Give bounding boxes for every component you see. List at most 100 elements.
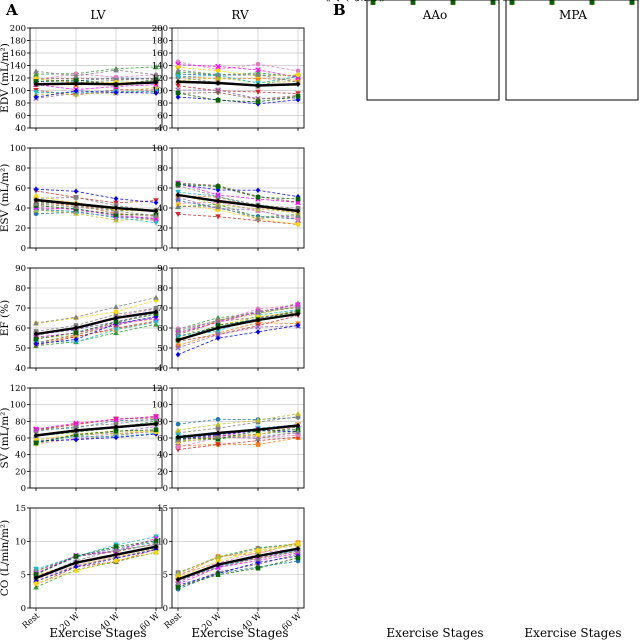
y-tick-label: 40 [157,451,168,461]
subject-line [35,69,157,77]
subject-line [35,90,157,98]
y-tick-label: 50 [352,0,363,3]
subject-point [33,68,39,74]
subject-point [175,351,181,358]
subject-point [113,212,119,217]
mean-point [215,430,221,436]
subject-point [175,427,181,433]
subject-point [113,319,119,325]
y-tick-label: 160 [347,0,363,3]
subject-point [175,64,181,70]
subject-series [175,555,301,590]
y-tick-label: 10 [491,0,502,3]
subject-series [509,0,635,5]
x-tick-label: 60 W [138,611,162,633]
y-tick-label: 120 [152,384,168,394]
y-tick-label: 60 [352,0,363,3]
mean-point [175,192,181,198]
y-axis-label: CO (L/min/m²) [0,520,11,596]
y-tick-label: 100 [152,144,168,154]
mean-series [33,79,159,88]
subject-line [177,560,299,590]
mean-point [295,208,301,214]
subject-line [177,436,299,450]
subject-point [153,90,159,96]
subject-point [255,71,261,77]
y-tick-label: 80 [15,417,26,427]
subject-line [177,205,299,219]
chart-lv-esv: 0 20 40 60 80 100 ESV (mL/m²) [0,144,163,254]
subject-point [215,63,221,70]
subject-point [175,329,181,335]
y-tick-label: 50 [491,0,502,3]
subject-series [175,90,301,105]
subject-point [113,67,119,73]
mean-point [175,78,181,85]
subject-line [177,203,299,218]
subject-point [73,336,79,343]
subject-point [215,194,221,200]
y-tick-label: 80 [157,417,168,427]
subject-series [370,0,496,5]
subject-point [153,294,159,300]
subject-point [255,187,261,194]
subject-series [33,313,159,346]
mean-point [295,422,301,429]
mean-line [177,312,299,342]
mean-point [255,82,261,89]
subject-line [35,543,157,572]
subject-line [177,550,299,582]
subject-point [113,208,119,214]
subject-line [177,542,299,577]
subject-point [215,442,221,448]
subject-point [113,434,119,441]
y-tick-label: 20 [352,0,363,3]
subject-series [370,0,496,5]
subject-line [177,310,299,341]
subject-point [175,90,181,96]
column-title-aao: AAo [422,8,448,22]
y-tick-label: 225 [347,0,363,3]
y-tick-label: 60 [15,324,26,334]
subject-line [177,305,299,339]
y-tick-label: 60 [15,434,26,444]
y-tick-label: 40 [15,124,26,134]
subject-line [177,77,299,84]
subject-point [215,68,221,74]
subject-line [35,551,157,588]
y-tick-label: 160 [10,49,26,59]
subject-series [175,548,301,582]
subject-point [113,309,119,315]
y-tick-label: 180 [10,37,26,47]
subject-point [255,99,261,105]
y-tick-label: 75 [491,0,502,3]
y-tick-label: 20 [491,0,502,3]
subject-series [175,87,301,102]
subject-point [73,195,79,200]
y-tick-label: 40 [352,0,363,3]
mean-line [177,193,299,213]
subject-point [33,194,39,199]
column-title-lv: LV [90,8,106,22]
xlabel-aao: Exercise Stages [386,626,483,640]
subject-point [255,308,261,314]
subject-line [35,84,157,91]
axes-frame [505,0,639,101]
subject-series [175,304,301,335]
subject-line [177,71,299,78]
y-tick-label: 60 [157,434,168,444]
axes-frame [171,267,305,369]
y-tick-label: 6 [358,0,363,3]
subject-line [177,416,299,434]
y-tick-label: 70 [352,0,363,3]
chart-rv-edv: 40 60 80 100 120 140 160 180 200 [152,24,305,134]
mean-line [35,310,157,336]
y-tick-label: 0 [21,244,26,254]
subject-line [177,304,299,334]
mean-point [215,325,221,331]
subject-point [33,211,39,217]
subject-point [215,214,221,220]
subject-line [177,69,299,83]
mean-series [33,309,159,337]
